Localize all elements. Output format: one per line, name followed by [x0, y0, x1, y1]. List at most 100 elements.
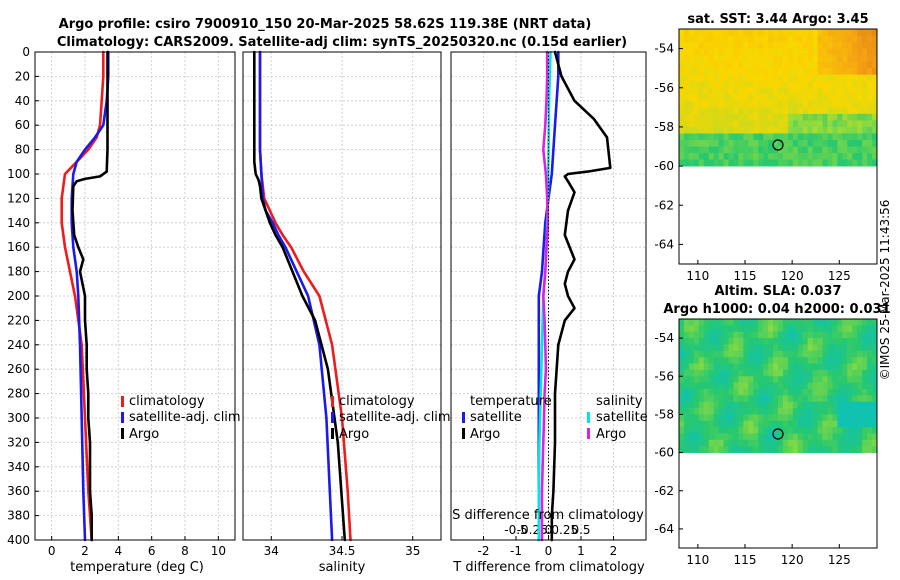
map-cell [802, 107, 809, 115]
map-cell [733, 153, 739, 160]
map-cell [817, 81, 823, 89]
map-cell [743, 159, 749, 167]
map-cell [812, 446, 818, 453]
map-cell [708, 146, 715, 154]
xtick-label: 10 [211, 544, 226, 558]
map-cell [688, 107, 695, 115]
map-cell [857, 153, 863, 160]
map-cell [817, 139, 823, 147]
map-cell [693, 126, 700, 134]
map-cell [763, 427, 769, 434]
map-cell [713, 139, 719, 147]
map-cell [723, 388, 729, 396]
map-cell [792, 35, 799, 43]
map-cell [782, 427, 789, 434]
map-cell [713, 42, 719, 49]
map-cell [837, 35, 843, 43]
map-cell [738, 376, 744, 384]
map-cell [862, 159, 868, 167]
map-cell [723, 153, 729, 160]
map-cell [693, 388, 700, 396]
map-cell [679, 55, 685, 63]
map-cell [713, 408, 719, 415]
map-cell [797, 433, 804, 441]
map-cell [842, 439, 848, 447]
map-cell [698, 81, 705, 89]
map-cell [713, 414, 719, 422]
map-cell [822, 87, 828, 95]
map-cell [792, 338, 799, 345]
map-cell [703, 344, 710, 352]
map-cell [748, 48, 754, 56]
legend-label-climatology: climatology [129, 394, 205, 409]
map-cell [743, 107, 749, 115]
map-cell [802, 68, 809, 76]
map-cell [812, 100, 818, 108]
map-cell [748, 74, 754, 82]
map-cell [763, 133, 769, 141]
map-cell [698, 388, 705, 396]
map-cell [812, 61, 818, 69]
map-cell [728, 29, 734, 36]
map-cell [862, 319, 868, 326]
map-cell [718, 331, 724, 339]
map-cell [763, 363, 769, 371]
map-cell [842, 68, 848, 76]
map-cell [758, 363, 764, 371]
map-cell [847, 376, 853, 384]
map-cell [713, 350, 719, 358]
map-cell [768, 408, 774, 415]
map-cell [847, 35, 853, 43]
map-cell [867, 338, 873, 345]
map-cell [693, 382, 700, 390]
map-ytick-label: -62 [654, 484, 674, 498]
map-cell [832, 42, 838, 49]
map-cell [723, 74, 729, 82]
map-cell [679, 139, 685, 147]
map-cell [688, 382, 695, 390]
map-cell [688, 29, 695, 36]
map-cell [802, 48, 809, 56]
map-cell [857, 55, 863, 63]
map-cell [817, 87, 823, 95]
map-cell [703, 357, 710, 364]
map-cell [738, 55, 744, 63]
map-cell [693, 35, 700, 43]
map-cell [718, 55, 724, 63]
map-cell [857, 146, 863, 154]
map-cell [738, 133, 744, 141]
map-cell [807, 331, 814, 339]
map-cell [728, 414, 734, 422]
map-cell [723, 139, 729, 147]
map-cell [822, 107, 828, 115]
map-cell [718, 446, 724, 453]
map-cell [778, 107, 784, 115]
map-cell [688, 87, 695, 95]
map-cell [743, 395, 749, 403]
map-cell [827, 107, 833, 115]
map-cell [797, 29, 804, 36]
map-cell [773, 388, 779, 396]
map-cell [857, 439, 863, 447]
map-cell [827, 35, 833, 43]
ytick-label: 100 [7, 167, 30, 181]
map-cell [847, 113, 853, 121]
map-cell [738, 87, 744, 95]
map-cell [782, 159, 789, 167]
legend-swatch-satellite [121, 412, 124, 423]
map-cell [842, 338, 848, 345]
map-cell [822, 113, 828, 121]
map-cell [787, 338, 794, 345]
map-cell [773, 139, 779, 147]
map-cell [852, 120, 858, 128]
map-cell [753, 94, 759, 102]
map-cell [738, 42, 744, 49]
map-cell [758, 113, 764, 121]
map-cell [683, 433, 690, 441]
map-cell [679, 100, 685, 108]
map-cell [837, 414, 843, 422]
map-cell [867, 113, 873, 121]
map-cell [817, 74, 823, 82]
map-cell [792, 357, 799, 364]
map-cell [703, 319, 710, 326]
